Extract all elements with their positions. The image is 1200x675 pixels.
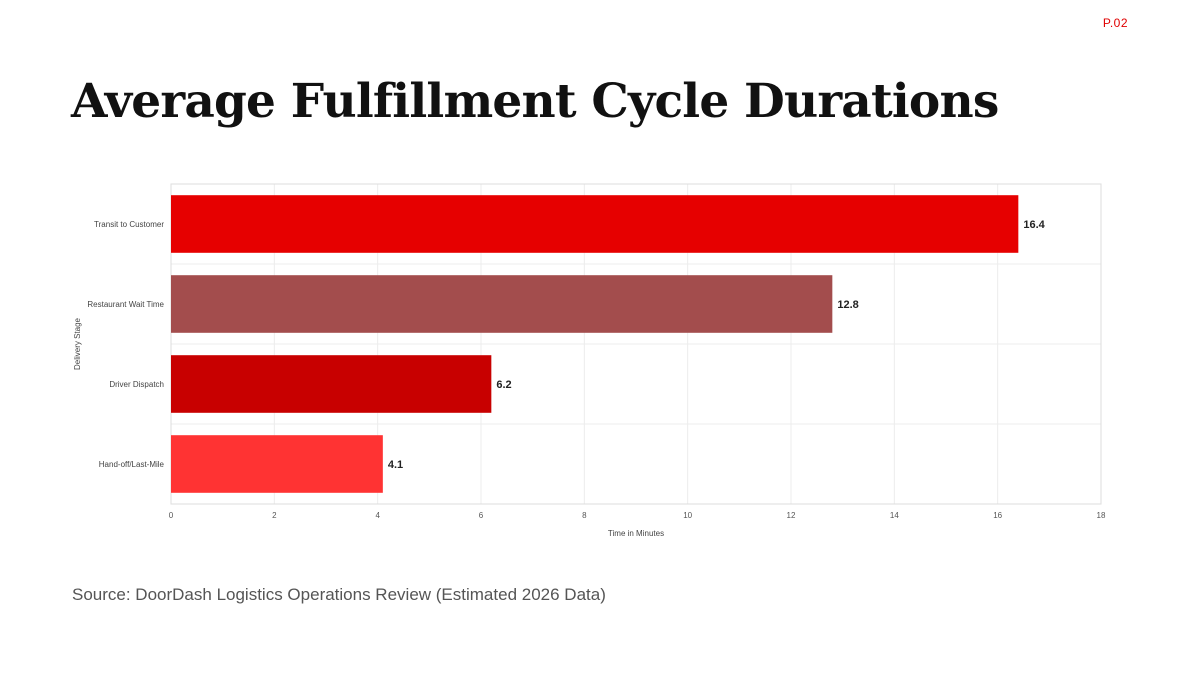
x-tick-label: 12 [787, 511, 796, 520]
bars [171, 195, 1019, 493]
page-number: P.02 [1102, 16, 1128, 30]
x-tick-label: 18 [1097, 511, 1106, 520]
x-tick-label: 10 [683, 511, 692, 520]
bar [171, 435, 383, 493]
y-axis-label: Delivery Stage [73, 317, 82, 370]
bar [171, 195, 1019, 253]
value-label: 16.4 [1023, 219, 1045, 231]
x-tick-label: 14 [890, 511, 899, 520]
plot-frame [170, 183, 1102, 505]
x-tick-label: 2 [272, 511, 277, 520]
x-tick-labels: 0 2 4 6 8 10 12 14 16 18 [169, 511, 1106, 520]
x-axis-label: Time in Minutes [608, 529, 664, 538]
x-tick-label: 8 [582, 511, 587, 520]
x-tick-label: 16 [993, 511, 1002, 520]
page-title: Average Fulfillment Cycle Durations [71, 74, 999, 129]
value-label: 4.1 [388, 459, 403, 471]
value-label: 12.8 [837, 299, 858, 311]
category-label: Driver Dispatch [109, 380, 164, 389]
category-label: Transit to Customer [94, 220, 164, 229]
bar [171, 355, 492, 413]
source-note: Source: DoorDash Logistics Operations Re… [72, 585, 606, 604]
bar-chart: 16.4 12.8 6.2 4.1 Transit to Customer Restau… [73, 183, 1106, 538]
x-tick-label: 4 [375, 511, 380, 520]
value-label: 6.2 [496, 379, 511, 391]
category-labels: Transit to Customer Restaurant Wait Time D… [87, 220, 164, 469]
category-label: Hand-off/Last-Mile [99, 460, 165, 469]
category-label: Restaurant Wait Time [87, 300, 164, 309]
x-tick-label: 6 [479, 511, 484, 520]
x-tick-label: 0 [169, 511, 174, 520]
bar [171, 275, 833, 333]
value-labels: 16.4 12.8 6.2 4.1 [388, 219, 1046, 471]
